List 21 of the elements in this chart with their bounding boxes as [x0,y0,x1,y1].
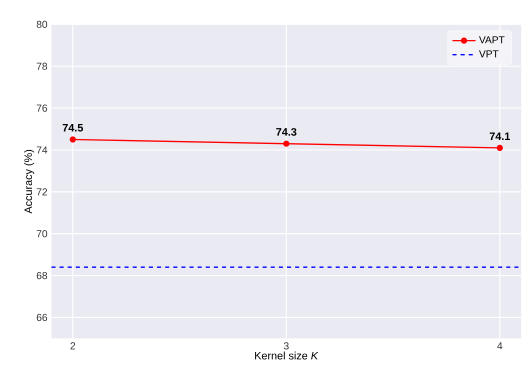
point [496,144,503,151]
data-label: 74.5 [62,124,84,132]
data-label: 74.1 [490,132,510,140]
point [70,136,76,143]
y-tick-label: 78 [36,62,48,70]
y-tick-label: 74 [36,146,48,154]
y-tick-label: 80 [36,20,48,28]
y-tick-label: 76 [36,104,48,112]
y-tick-label: 66 [36,314,48,322]
legend-label: VAPT [479,36,504,44]
x-tick-label: 4 [497,342,502,350]
x-tick-label: 3 [284,342,289,350]
data-label: 74.3 [276,128,296,136]
y-tick-label: 70 [36,230,48,238]
legend-label: VPT [479,50,498,58]
x-axis-title: Kernel size K [255,352,318,360]
point [283,140,290,147]
y-tick-label: 68 [36,272,48,280]
x-tick-label: 2 [70,342,76,350]
y-tick-label: 72 [36,188,48,196]
y-axis-title: Accuracy (%) [24,150,34,214]
